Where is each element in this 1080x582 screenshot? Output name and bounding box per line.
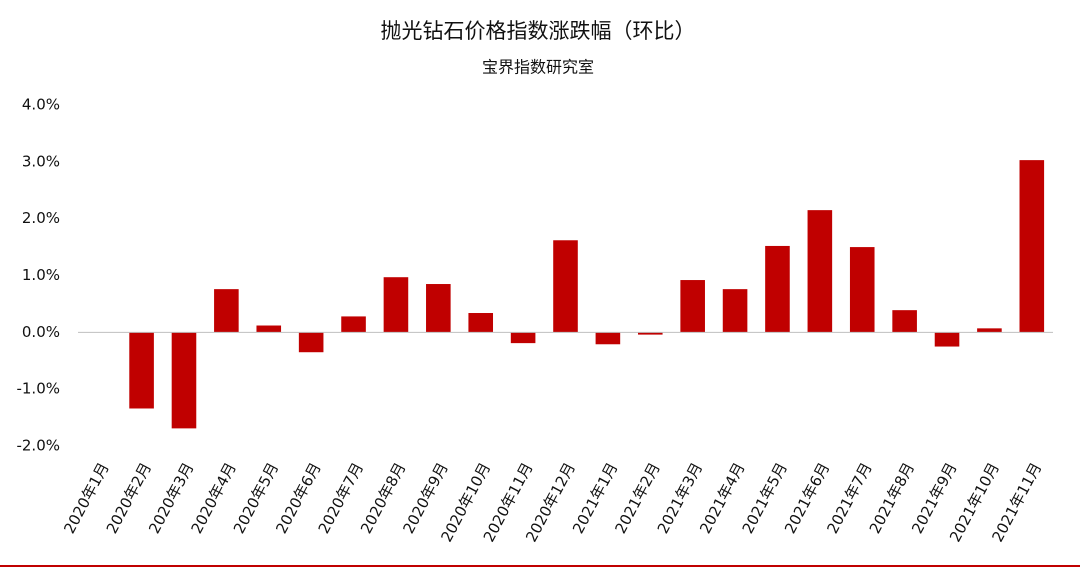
y-tick-label: 3.0% bbox=[22, 152, 60, 170]
bar bbox=[383, 277, 409, 333]
bar bbox=[595, 332, 621, 345]
bar bbox=[1019, 160, 1045, 333]
bar bbox=[934, 332, 960, 347]
bar bbox=[807, 210, 833, 333]
bar bbox=[553, 240, 578, 333]
chart-title: 抛光钻石价格指数涨跌幅（环比） bbox=[381, 19, 696, 43]
bar bbox=[214, 289, 239, 333]
bar bbox=[637, 332, 663, 335]
chart-subtitle: 宝界指数研究室 bbox=[482, 58, 594, 77]
bar bbox=[171, 332, 197, 429]
bar bbox=[341, 316, 366, 333]
y-tick-label: 4.0% bbox=[22, 96, 60, 114]
bar bbox=[977, 328, 1002, 333]
y-tick-label: -2.0% bbox=[16, 437, 60, 455]
bar bbox=[129, 332, 154, 409]
bar bbox=[849, 247, 875, 333]
bar bbox=[510, 332, 536, 344]
bar bbox=[426, 284, 451, 333]
bar bbox=[892, 310, 917, 333]
y-tick-label: 0.0% bbox=[22, 323, 60, 341]
bar bbox=[765, 245, 790, 333]
bar bbox=[468, 313, 494, 333]
bar bbox=[256, 325, 282, 333]
y-tick-label: -1.0% bbox=[16, 380, 60, 398]
bar bbox=[298, 332, 324, 353]
bar bbox=[680, 280, 705, 333]
y-tick-label: 2.0% bbox=[22, 209, 60, 227]
bar bbox=[722, 289, 748, 333]
y-tick-label: 1.0% bbox=[22, 266, 60, 284]
